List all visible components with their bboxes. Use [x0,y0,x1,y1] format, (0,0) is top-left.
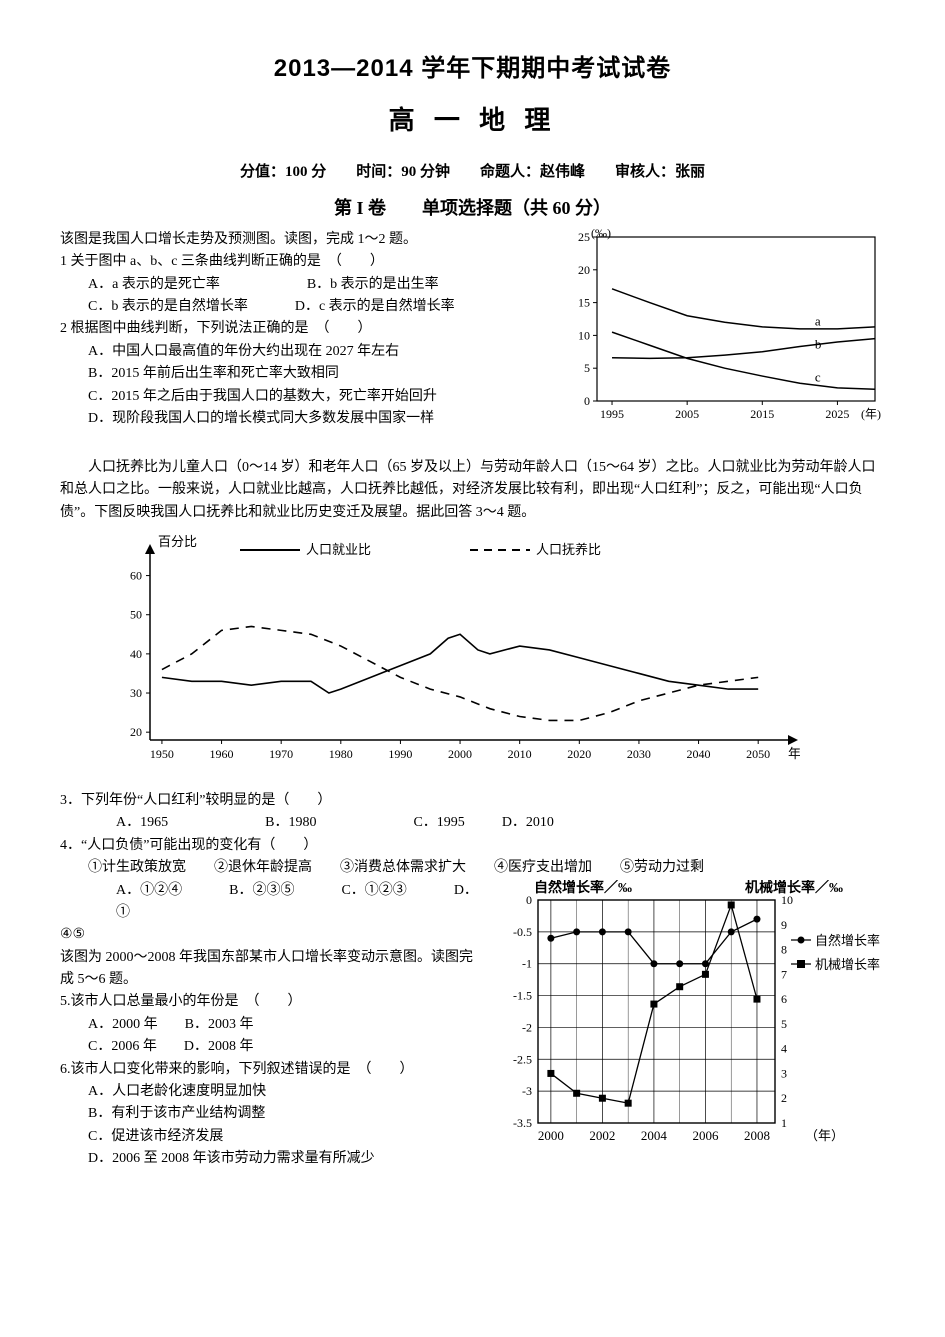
svg-text:40: 40 [130,647,142,661]
svg-text:60: 60 [130,569,142,583]
q56-block: -3.5-3-2.5-2-1.5-1-0.5012345678910200020… [60,880,885,1171]
svg-text:2000: 2000 [538,1128,564,1143]
chart2: 2030405060195019601970198019902000201020… [100,530,885,780]
svg-text:1960: 1960 [210,747,234,761]
svg-text:（年）: （年） [805,1128,844,1143]
svg-text:(‰): (‰) [591,229,611,240]
svg-text:-1.5: -1.5 [513,988,532,1002]
svg-text:6: 6 [781,992,787,1006]
title-sub: 高 一 地 理 [60,100,885,142]
svg-text:机械增长率／‰: 机械增长率／‰ [745,880,843,896]
svg-text:0: 0 [526,893,532,907]
svg-text:1: 1 [781,1116,787,1130]
svg-text:2010: 2010 [508,747,532,761]
svg-text:-2.5: -2.5 [513,1052,532,1066]
svg-text:-3: -3 [522,1084,532,1098]
svg-text:人口抚养比: 人口抚养比 [536,542,601,557]
svg-text:1970: 1970 [269,747,293,761]
svg-text:5: 5 [584,361,590,375]
svg-text:2040: 2040 [687,747,711,761]
q4-items: ①计生政策放宽 ②退休年龄提高 ③消费总体需求扩大 ④医疗支出增加 ⑤劳动力过剩 [60,857,885,879]
svg-text:20: 20 [130,725,142,739]
q1-optD: D．c 表示的是自然增长率 [295,299,455,314]
svg-text:a: a [815,313,821,328]
svg-text:2025: 2025 [825,407,849,421]
meta-line: 分值：100 分 时间：90 分钟 命题人：赵伟峰 审核人：张丽 [60,160,885,184]
svg-text:1980: 1980 [329,747,353,761]
q4-optB: B．②③⑤ [229,883,294,898]
q6-optD: D．2006 至 2008 年该市劳动力需求量有所减少 [60,1148,885,1170]
svg-text:15: 15 [578,295,590,309]
svg-text:0: 0 [584,394,590,408]
svg-text:人口就业比: 人口就业比 [306,542,371,557]
q1q2-block: 05101520251995200520152025(‰)(年)abc 该图是我… [60,229,885,439]
chart1: 05101520251995200520152025(‰)(年)abc [555,229,885,439]
chart3: -3.5-3-2.5-2-1.5-1-0.5012345678910200020… [490,880,885,1151]
intro2: 人口抚养比为儿童人口（0～14 岁）和老年人口（65 岁及以上）与劳动年龄人口（… [60,457,885,524]
q5-optD: D．2008 年 [184,1039,254,1054]
svg-text:(年): (年) [861,407,881,421]
svg-text:2008: 2008 [744,1128,770,1143]
svg-text:25: 25 [578,230,590,244]
svg-text:2050: 2050 [746,747,770,761]
svg-text:9: 9 [781,917,787,931]
q3-optB: B．1980 [265,815,316,830]
svg-text:自然增长率／‰: 自然增长率／‰ [534,880,632,896]
svg-text:50: 50 [130,608,142,622]
svg-text:2030: 2030 [627,747,651,761]
svg-text:年份: 年份 [788,746,800,761]
q3-optC: C．1995 [413,815,464,830]
svg-text:1950: 1950 [150,747,174,761]
q5-optC: C．2006 年 [88,1039,157,1054]
q3-optA: A．1965 [116,815,168,830]
svg-text:1995: 1995 [600,407,624,421]
svg-text:-1: -1 [522,956,532,970]
svg-text:1990: 1990 [388,747,412,761]
svg-text:百分比: 百分比 [158,534,197,549]
q4-optC: C．①②③ [341,883,406,898]
q1-optA: A．a 表示的是死亡率 [88,277,220,292]
svg-text:2000: 2000 [448,747,472,761]
svg-text:-0.5: -0.5 [513,924,532,938]
svg-text:5: 5 [781,1016,787,1030]
svg-text:2006: 2006 [692,1128,719,1143]
title-main: 2013—2014 学年下期期中考试试卷 [60,50,885,88]
q1-optC: C．b 表示的是自然增长率 [88,299,248,314]
q4-stem: 4．“人口负债”可能出现的变化有（ ） [60,835,885,857]
q5-optB: B．2003 年 [185,1017,254,1032]
svg-text:-2: -2 [522,1020,532,1034]
svg-text:2: 2 [781,1091,787,1105]
q5-optA: A．2000 年 [88,1017,158,1032]
q1-optB: B．b 表示的是出生率 [307,277,439,292]
svg-text:2005: 2005 [675,407,699,421]
svg-text:2020: 2020 [567,747,591,761]
q3-stem: 3．下列年份“人口红利”较明显的是（ ） [60,790,885,812]
svg-text:2004: 2004 [641,1128,668,1143]
svg-text:10: 10 [578,328,590,342]
svg-text:3: 3 [781,1066,787,1080]
svg-text:30: 30 [130,686,142,700]
q3-optD: D．2010 [502,815,554,830]
section-title: 第 I 卷 单项选择题（共 60 分） [60,194,885,223]
svg-text:自然增长率: 自然增长率 [815,933,880,948]
svg-text:机械增长率: 机械增长率 [815,957,880,972]
svg-text:20: 20 [578,263,590,277]
svg-text:4: 4 [781,1041,787,1055]
svg-text:b: b [815,336,822,351]
svg-text:7: 7 [781,967,787,981]
svg-text:2002: 2002 [589,1128,615,1143]
svg-text:2015: 2015 [750,407,774,421]
svg-text:-3.5: -3.5 [513,1116,532,1130]
q4-optA: A．①②④ [116,883,182,898]
svg-text:8: 8 [781,942,787,956]
svg-text:c: c [815,369,821,384]
